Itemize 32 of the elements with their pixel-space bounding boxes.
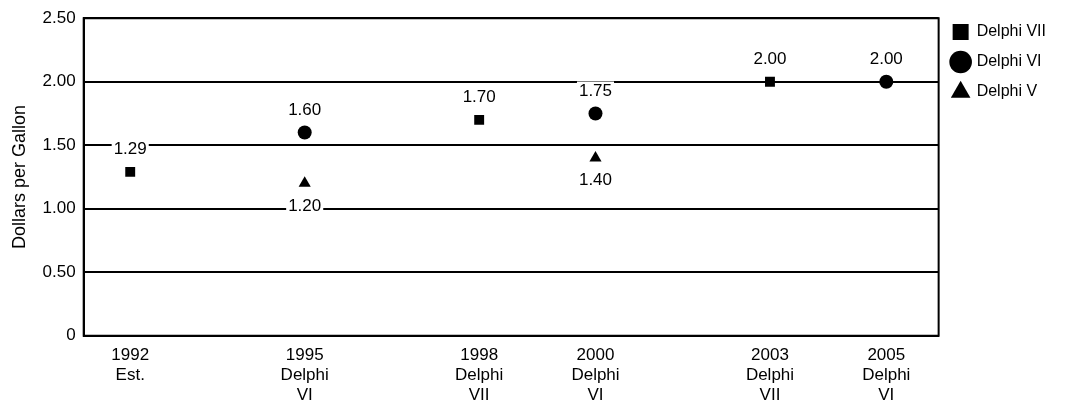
x-tick-label: 1998 Delphi VII: [455, 344, 504, 405]
point: [588, 106, 603, 121]
y-tick-label: 2.50: [42, 7, 76, 27]
data-label: 1.75: [578, 80, 613, 100]
point: [297, 125, 312, 140]
point: [589, 150, 602, 162]
data-label: 1.70: [462, 87, 496, 107]
data-label: 2.00: [869, 48, 903, 68]
point: [765, 76, 775, 87]
point: [474, 114, 485, 125]
legend-label: Delphi VII: [976, 22, 1047, 40]
y-tick-label: 0: [66, 325, 76, 345]
x-tick-label: 2000 Delphi VI: [571, 344, 620, 405]
data-label: 1.29: [113, 139, 147, 159]
point: [879, 74, 894, 89]
y-tick-label: 1.50: [42, 134, 76, 154]
y-tick-label: 0.50: [42, 261, 76, 281]
x-tick-label: 1992 Est.: [111, 344, 150, 385]
y-tick-label: 1.00: [42, 198, 76, 218]
x-tick-label: 2003 Delphi VII: [745, 344, 795, 405]
data-label: 1.20: [288, 195, 322, 215]
data-label: 1.60: [288, 99, 322, 119]
point: [298, 176, 311, 187]
data-label: 2.00: [753, 48, 787, 68]
data-label: 1.40: [578, 170, 613, 190]
x-tick-label: 1995 Delphi VI: [280, 344, 329, 405]
x-tick-label: 2005 Delphi VI: [862, 344, 911, 405]
y-tick-label: 2.00: [42, 71, 76, 91]
legend-label: Delphi VI: [976, 52, 1042, 70]
legend-label: Delphi V: [976, 82, 1038, 100]
point: [125, 166, 136, 177]
y-axis-title: Dollars per Gallon: [8, 104, 29, 250]
